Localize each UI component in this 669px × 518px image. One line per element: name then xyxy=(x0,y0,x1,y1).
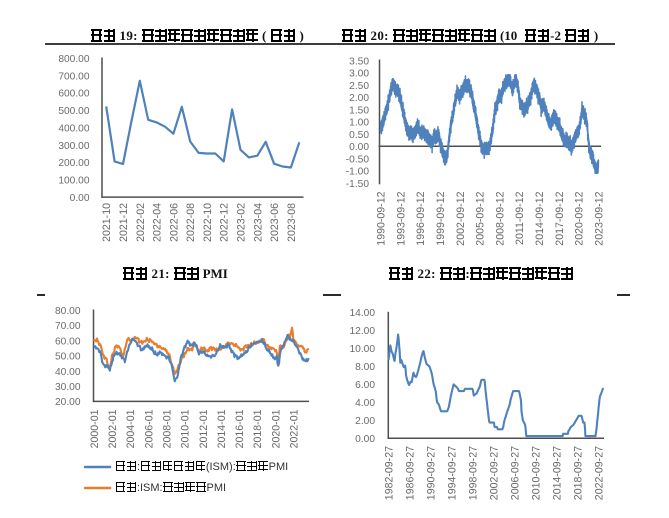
svg-text:2020-01: 2020-01 xyxy=(270,409,282,448)
svg-text:2021-10: 2021-10 xyxy=(101,203,113,242)
svg-text:2023-04: 2023-04 xyxy=(252,203,264,242)
svg-text:2002-09-12: 2002-09-12 xyxy=(455,191,467,245)
svg-text:2022-12: 2022-12 xyxy=(219,203,231,242)
svg-text:2018-09-27: 2018-09-27 xyxy=(573,446,585,500)
svg-text:8.00: 8.00 xyxy=(355,362,375,373)
svg-text:100.00: 100.00 xyxy=(58,176,89,187)
svg-text:2002-01: 2002-01 xyxy=(107,409,119,448)
svg-text:800.00: 800.00 xyxy=(58,54,89,65)
svg-text:2014-09-27: 2014-09-27 xyxy=(552,446,564,500)
svg-text:1.00: 1.00 xyxy=(349,118,369,129)
svg-text:1999-09-12: 1999-09-12 xyxy=(435,191,447,245)
svg-text:2023-06: 2023-06 xyxy=(269,203,281,242)
svg-text:400.00: 400.00 xyxy=(58,123,89,134)
svg-text:2006-01: 2006-01 xyxy=(143,409,155,448)
svg-text:1996-09-12: 1996-09-12 xyxy=(415,191,427,245)
svg-text:2010-09-27: 2010-09-27 xyxy=(531,446,543,500)
svg-text:0.00: 0.00 xyxy=(70,193,90,204)
svg-text:300.00: 300.00 xyxy=(58,141,89,152)
svg-text:200.00: 200.00 xyxy=(58,158,89,169)
svg-text:1990-09-27: 1990-09-27 xyxy=(426,446,438,500)
svg-text:500.00: 500.00 xyxy=(58,106,89,117)
svg-text:2.00: 2.00 xyxy=(355,416,375,427)
svg-text:2022-02: 2022-02 xyxy=(135,203,147,242)
svg-text:2012-01: 2012-01 xyxy=(198,409,210,448)
svg-text:0.00: 0.00 xyxy=(349,142,369,153)
svg-text:1998-09-27: 1998-09-27 xyxy=(468,446,480,500)
svg-text:3.00: 3.00 xyxy=(349,69,369,80)
svg-text:2017-09-12: 2017-09-12 xyxy=(554,191,566,245)
svg-text:2010-01: 2010-01 xyxy=(180,409,192,448)
svg-text:1.50: 1.50 xyxy=(349,105,369,116)
svg-text:2.50: 2.50 xyxy=(349,81,369,92)
svg-text:-1.00: -1.00 xyxy=(346,167,370,178)
svg-text:50.00: 50.00 xyxy=(55,352,81,363)
svg-text:2005-09-12: 2005-09-12 xyxy=(475,191,487,245)
svg-text:2011-09-12: 2011-09-12 xyxy=(514,191,526,245)
svg-text:2022-04: 2022-04 xyxy=(152,203,164,242)
svg-text:20.00: 20.00 xyxy=(55,397,81,408)
svg-text:2022-09-27: 2022-09-27 xyxy=(594,446,606,500)
svg-text:2008-09-12: 2008-09-12 xyxy=(494,191,506,245)
svg-text:2014-01: 2014-01 xyxy=(216,409,228,448)
svg-text:2022-01: 2022-01 xyxy=(289,409,301,448)
svg-text:2008-01: 2008-01 xyxy=(162,409,174,448)
svg-text:1990-09-12: 1990-09-12 xyxy=(376,191,388,245)
svg-text:3.50: 3.50 xyxy=(349,56,369,67)
svg-text:1982-09-27: 1982-09-27 xyxy=(384,446,396,500)
svg-text:2002-09-27: 2002-09-27 xyxy=(489,446,501,500)
svg-text:2016-01: 2016-01 xyxy=(234,409,246,448)
svg-text:1994-09-27: 1994-09-27 xyxy=(447,446,459,500)
svg-text:2014-09-12: 2014-09-12 xyxy=(534,191,546,245)
svg-text:40.00: 40.00 xyxy=(55,367,81,378)
svg-text:70.00: 70.00 xyxy=(55,321,81,332)
svg-text:2022-08: 2022-08 xyxy=(185,203,197,242)
svg-text:1986-09-27: 1986-09-27 xyxy=(405,446,417,500)
svg-text:2006-09-27: 2006-09-27 xyxy=(510,446,522,500)
svg-text:4.00: 4.00 xyxy=(355,398,375,409)
svg-text:2023-09-12: 2023-09-12 xyxy=(594,191,606,245)
svg-text:2000-01: 2000-01 xyxy=(89,409,101,448)
svg-text:1993-09-12: 1993-09-12 xyxy=(395,191,407,245)
svg-text:10.00: 10.00 xyxy=(350,344,376,355)
svg-text:-0.50: -0.50 xyxy=(346,154,370,165)
svg-text:60.00: 60.00 xyxy=(55,336,81,347)
svg-text:12.00: 12.00 xyxy=(350,326,376,337)
svg-text:2022-10: 2022-10 xyxy=(202,203,214,242)
svg-text:2023-02: 2023-02 xyxy=(236,203,248,242)
svg-text:2021-12: 2021-12 xyxy=(118,203,130,242)
svg-text:2004-01: 2004-01 xyxy=(125,409,137,448)
svg-text:2023-08: 2023-08 xyxy=(286,203,298,242)
svg-text:30.00: 30.00 xyxy=(55,382,81,393)
svg-text:6.00: 6.00 xyxy=(355,380,375,391)
svg-text:80.00: 80.00 xyxy=(55,306,81,317)
svg-text:0.00: 0.00 xyxy=(355,434,375,445)
svg-text:14.00: 14.00 xyxy=(350,308,376,319)
svg-text:700.00: 700.00 xyxy=(58,71,89,82)
svg-text:2022-06: 2022-06 xyxy=(168,203,180,242)
svg-text:0.50: 0.50 xyxy=(349,130,369,141)
svg-text:2.00: 2.00 xyxy=(349,93,369,104)
svg-text:2018-01: 2018-01 xyxy=(252,409,264,448)
svg-text:600.00: 600.00 xyxy=(58,89,89,100)
svg-text:-1.50: -1.50 xyxy=(346,179,370,190)
svg-text:2020-09-12: 2020-09-12 xyxy=(574,191,586,245)
